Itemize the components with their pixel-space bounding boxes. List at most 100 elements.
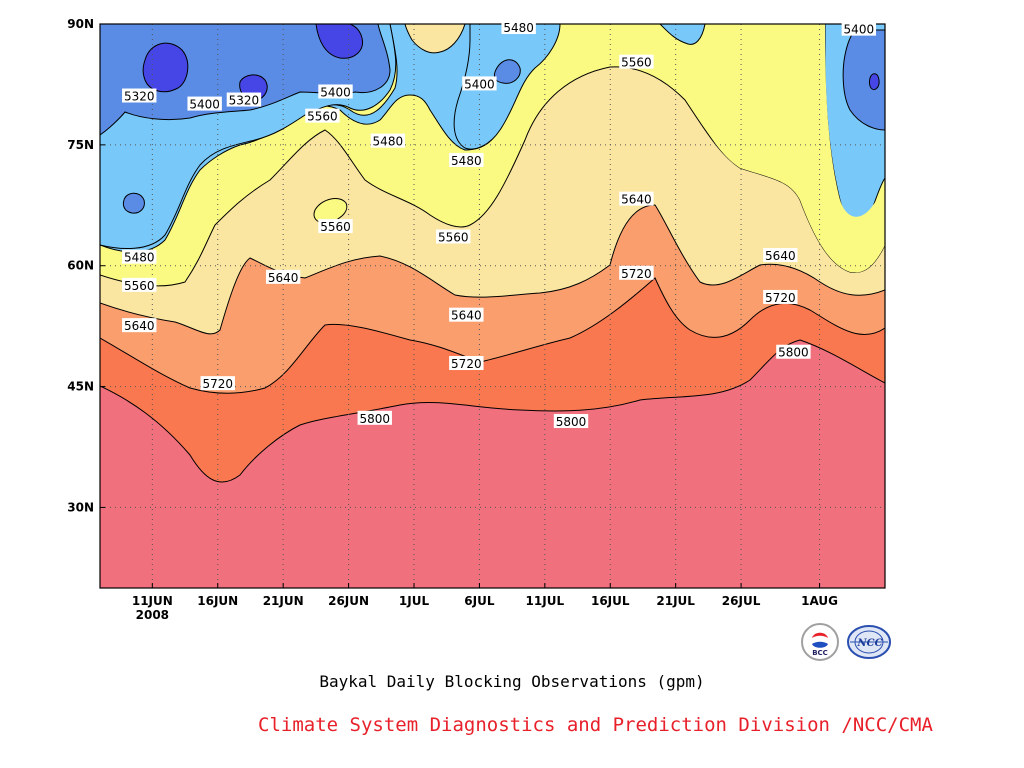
contour-label-text: 5320 <box>229 94 260 108</box>
x-tick-label: 11JUL <box>526 594 565 608</box>
contour-label-text: 5560 <box>307 110 338 124</box>
contour-label-text: 5800 <box>556 415 587 429</box>
contour-label: 5320 <box>226 92 262 108</box>
contour-label-text: 5560 <box>621 56 652 70</box>
bcc-logo: BCC <box>800 622 840 662</box>
contour-label: 5800 <box>357 410 392 426</box>
contour-label-bg <box>501 20 536 35</box>
y-tick-label: 75N <box>67 138 94 152</box>
contour-label-bg <box>122 277 157 292</box>
contour-label-text: 5720 <box>451 357 482 371</box>
contour-label: 5560 <box>305 108 340 124</box>
x-tick-label: 6JUL <box>464 594 495 608</box>
contour-label-bg <box>436 229 471 244</box>
contour-label: 5800 <box>776 344 811 360</box>
contour-label-text: 5400 <box>320 85 351 99</box>
contour-label-text: 5640 <box>124 319 155 333</box>
contour-label-bg <box>265 269 301 284</box>
x-tick-label: 16JUL <box>591 594 630 608</box>
plot-frame <box>99 23 886 589</box>
contour-label-text: 5480 <box>451 154 482 168</box>
x-tick-label: 26JUN <box>328 594 369 608</box>
contour-label: 5640 <box>449 307 484 323</box>
contour-label-text: 5560 <box>438 231 469 245</box>
contour-label-text: 5640 <box>621 193 652 207</box>
contour-fills <box>100 24 885 588</box>
contour-label-bg <box>318 84 353 99</box>
bcc-logo-text: BCC <box>812 649 828 657</box>
ncc-logo-text: NCC <box>856 638 882 649</box>
contour-label-bg <box>619 265 654 280</box>
contour-label: 5560 <box>619 54 654 70</box>
x-tick-label: 1AUG <box>801 594 838 608</box>
contour-label-text: 5640 <box>451 309 482 323</box>
band-5560-5640-north <box>404 24 466 54</box>
contour-label: 5560 <box>122 277 157 293</box>
band-lt5320-a <box>142 42 189 93</box>
band-5320-5400-east <box>842 29 885 131</box>
contour-label-bg <box>122 318 157 333</box>
band-5480-5560-blob <box>313 198 348 224</box>
contour-label: 5640 <box>265 269 301 285</box>
contour-label-bg <box>763 289 798 304</box>
contour-label: 5400 <box>462 76 497 91</box>
contour-label-bg <box>357 410 392 425</box>
x-tick-label: 21JUL <box>656 594 695 608</box>
contour-label-text: 5720 <box>621 267 652 281</box>
contour-label-bg <box>841 21 877 36</box>
contour-label: 5320 <box>122 88 157 104</box>
chart-title: Baykal Daily Blocking Observations (gpm) <box>319 672 705 691</box>
contour-label-text: 5560 <box>320 220 351 234</box>
contour-label: 5480 <box>370 133 406 149</box>
contour-label-bg <box>763 248 798 263</box>
contour-label-bg <box>619 191 654 206</box>
band-lt5320-c <box>315 24 364 59</box>
contour-label-text: 5800 <box>778 346 809 360</box>
contour-label: 5720 <box>763 289 798 305</box>
band-5400-5480-center <box>453 24 561 150</box>
x-tick-sublabel: 2008 <box>136 608 169 622</box>
contour-label: 5720 <box>200 376 235 391</box>
contour-label: 5560 <box>436 229 471 245</box>
credit-line: Climate System Diagnostics and Predictio… <box>258 714 933 736</box>
contour-label-bg <box>122 88 157 103</box>
band-lt5320-east <box>868 73 880 91</box>
contour-label-bg <box>449 307 484 322</box>
contour-label-bg <box>305 108 340 123</box>
contour-label-bg <box>187 96 222 111</box>
ncc-logo: NCC <box>846 624 892 660</box>
contour-label-text: 5400 <box>464 77 495 91</box>
contour-label-bg <box>462 76 497 91</box>
x-tick-label: 1JUL <box>399 594 430 608</box>
x-tick-label: 16JUN <box>197 594 238 608</box>
contour-label-text: 5800 <box>359 412 390 426</box>
contour-label-bg <box>370 133 406 148</box>
band-5400-5480-ne-tip <box>659 24 706 45</box>
contour-label: 5640 <box>763 248 798 263</box>
y-tick-label: 30N <box>67 500 94 514</box>
contour-label: 5560 <box>318 219 353 234</box>
band-5480-5560-ne <box>684 24 885 273</box>
y-tick-label: 60N <box>67 259 94 273</box>
y-tick-label: 45N <box>67 380 94 394</box>
contour-label: 5480 <box>122 249 157 265</box>
band-5320-5400-blob <box>122 192 145 214</box>
contour-label: 5400 <box>187 96 222 112</box>
contour-label-text: 5480 <box>373 135 404 149</box>
contour-label-bg <box>449 356 484 371</box>
x-tick-label: 26JUL <box>722 594 761 608</box>
contour-label-text: 5480 <box>124 251 155 265</box>
contour-label-text: 5400 <box>844 23 875 37</box>
contour-label: 5720 <box>449 356 484 371</box>
contour-label-text: 5720 <box>765 291 796 305</box>
contour-label-bg <box>553 414 589 429</box>
contour-label-text: 5640 <box>268 271 299 285</box>
contour-label-text: 5560 <box>124 279 155 293</box>
contour-label-bg <box>318 219 353 234</box>
contour-label: 5640 <box>619 191 654 207</box>
x-tick-label: 21JUN <box>263 594 304 608</box>
contour-label-bg <box>449 152 484 167</box>
contour-label-bg <box>226 92 262 107</box>
